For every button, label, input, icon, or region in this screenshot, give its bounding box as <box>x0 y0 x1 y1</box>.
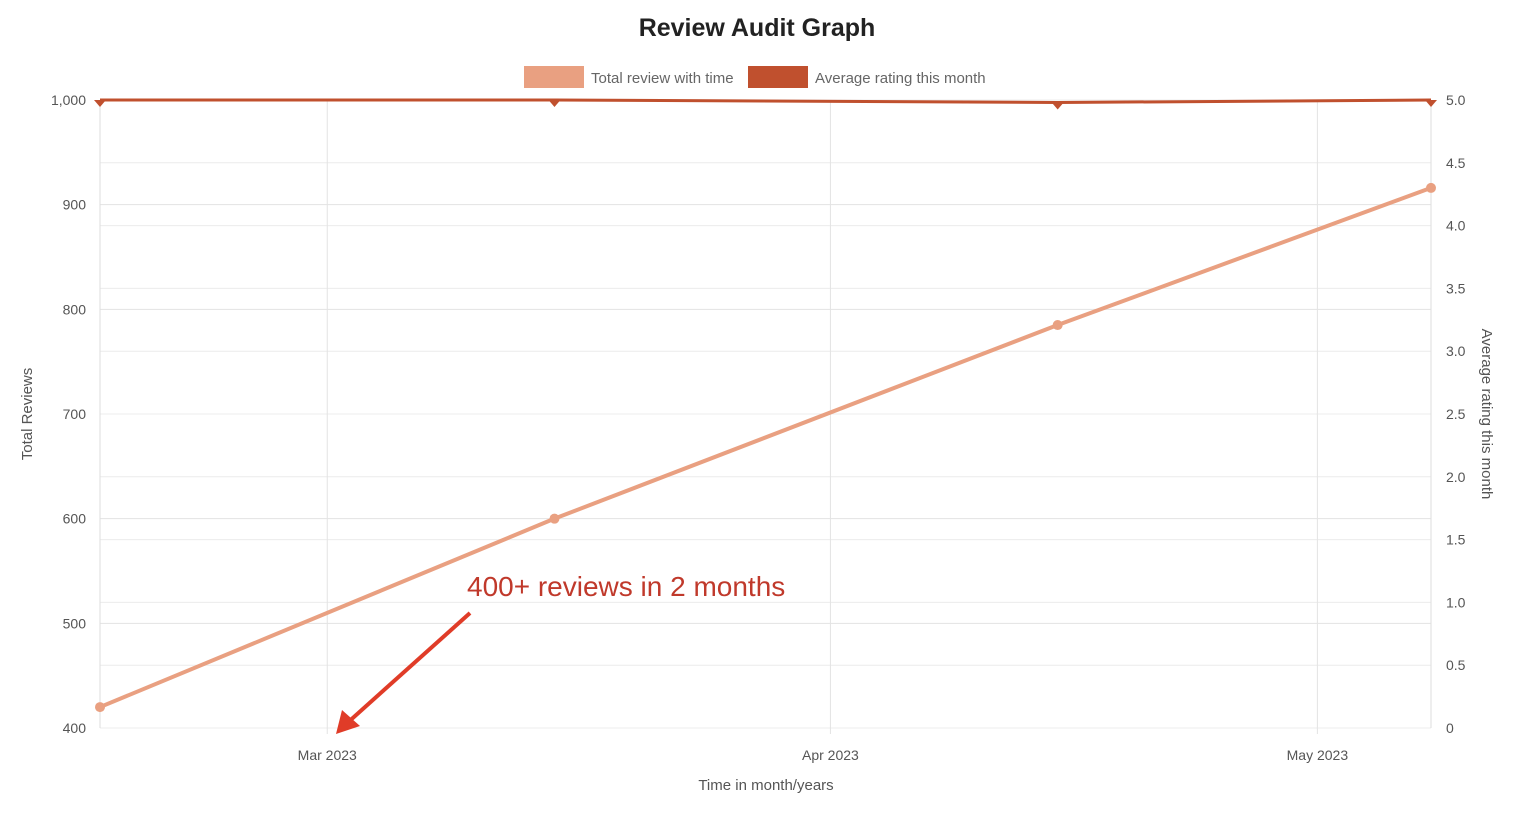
legend-label-average-rating[interactable]: Average rating this month <box>815 70 986 87</box>
point-average-rating <box>548 100 561 107</box>
x-tick-label: Mar 2023 <box>298 747 357 763</box>
y2-tick-label: 1.5 <box>1446 532 1466 548</box>
y-tick-label: 900 <box>63 197 87 213</box>
series <box>94 98 1437 713</box>
y2-tick-label: 0 <box>1446 720 1454 736</box>
legend[interactable]: Total review with time Average rating th… <box>524 66 986 88</box>
y2-tick-label: 1.0 <box>1446 594 1466 610</box>
grid <box>99 99 1432 734</box>
y-tick-label: 700 <box>63 406 87 422</box>
legend-swatch-total-reviews[interactable] <box>524 66 584 88</box>
x-axis-label: Time in month/years <box>698 777 833 794</box>
x-tick-label: Apr 2023 <box>802 747 859 763</box>
y-axis-left: 400 500 600 700 800 900 1,000 <box>51 92 86 736</box>
y2-tick-label: 2.0 <box>1446 469 1466 485</box>
y2-tick-label: 2.5 <box>1446 406 1466 422</box>
y2-tick-label: 3.0 <box>1446 343 1466 359</box>
point-average-rating <box>1425 100 1437 107</box>
annotation-arrow <box>336 611 472 734</box>
y2-tick-label: 4.0 <box>1446 218 1466 234</box>
legend-label-total-reviews[interactable]: Total review with time <box>591 70 734 87</box>
line-average-rating <box>100 98 1432 105</box>
y2-tick-label: 0.5 <box>1446 657 1466 673</box>
x-axis: Mar 2023 Apr 2023 May 2023 <box>298 747 1349 763</box>
y-axis-label: Total Reviews <box>19 368 36 461</box>
y-tick-label: 500 <box>63 615 87 631</box>
point-total-reviews <box>1426 182 1436 193</box>
legend-swatch-average-rating[interactable] <box>748 66 808 88</box>
y-tick-label: 1,000 <box>51 92 86 108</box>
y2-axis-label: Average rating this month <box>1478 329 1495 500</box>
y-axis-right: 0 0.5 1.0 1.5 2.0 2.5 3.0 3.5 4.0 4.5 5.0 <box>1446 92 1466 736</box>
point-total-reviews <box>549 513 560 524</box>
y2-tick-label: 5.0 <box>1446 92 1466 108</box>
line-total-reviews <box>99 186 1432 709</box>
y-tick-label: 400 <box>63 720 87 736</box>
y2-tick-label: 4.5 <box>1446 155 1466 171</box>
point-total-reviews <box>95 702 105 713</box>
point-total-reviews <box>1052 320 1063 331</box>
y-tick-label: 600 <box>63 511 87 527</box>
x-tick-label: May 2023 <box>1287 747 1349 763</box>
annotation-text: 400+ reviews in 2 months <box>467 571 785 602</box>
y2-tick-label: 3.5 <box>1446 280 1466 296</box>
y-tick-label: 800 <box>63 301 87 317</box>
point-average-rating <box>1051 102 1064 110</box>
point-average-rating <box>94 100 106 107</box>
chart-title: Review Audit Graph <box>639 14 876 42</box>
